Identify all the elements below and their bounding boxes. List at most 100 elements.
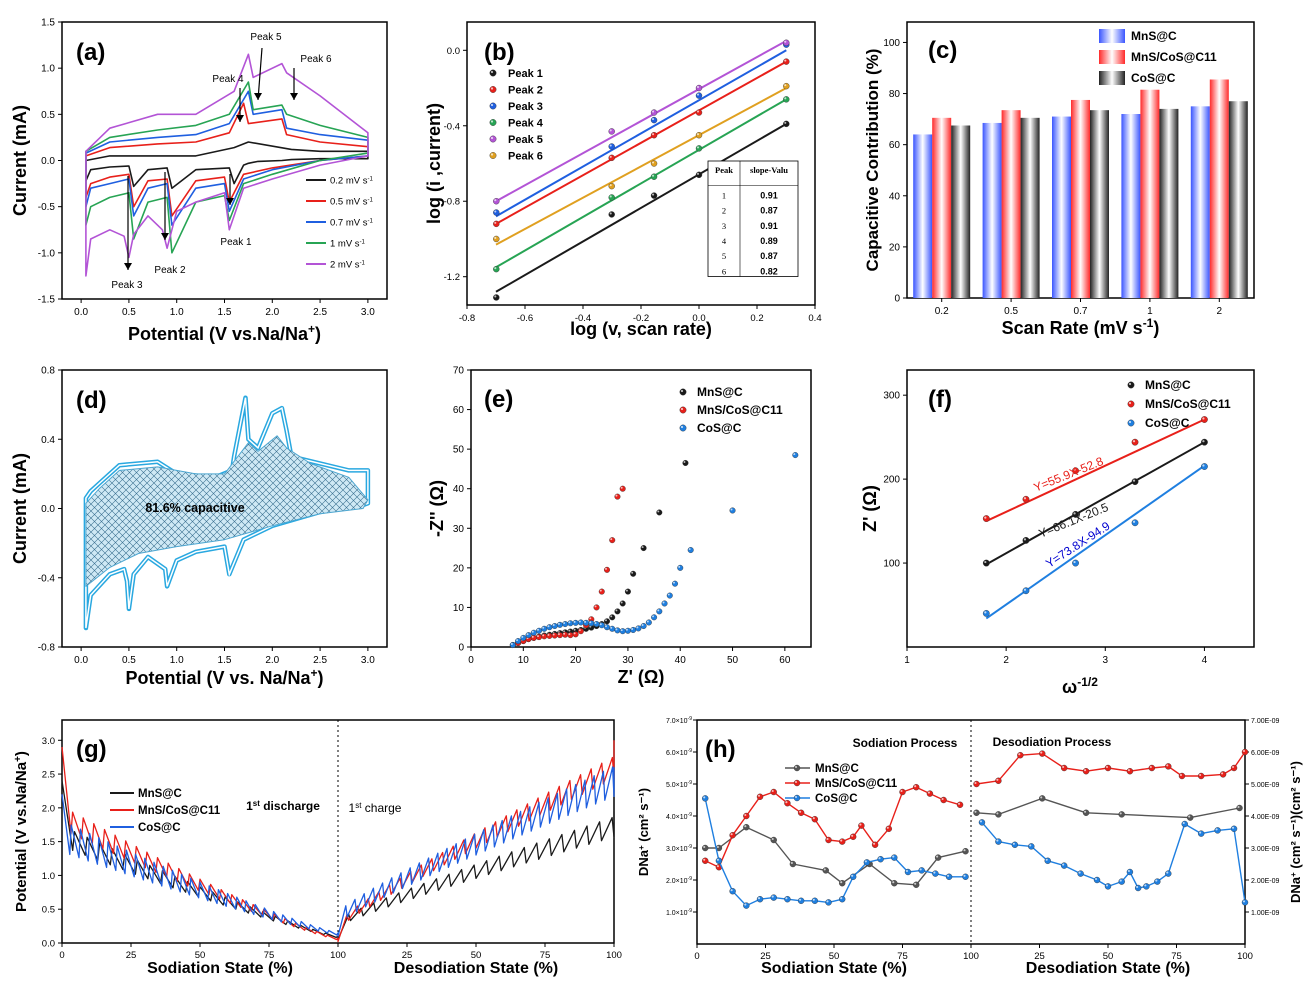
panel-h-point-CoS@C-highlight <box>1199 831 1202 834</box>
panel-g-legend-label: MnS@C <box>138 788 182 800</box>
panel-e-point-CoS@C-highlight <box>730 508 733 511</box>
panel-e-point-MnS/CoS@C11-highlight <box>531 635 534 638</box>
panel-g-y-tick-label: 1.0 <box>42 871 55 882</box>
panel-c-bar-MnS/CoS@C11 <box>932 117 952 298</box>
panel-h-point-MnS/CoS@C11 <box>1197 772 1205 780</box>
panel-c-bar-MnS@C <box>982 122 1002 298</box>
panel-e-point-MnS@C <box>630 570 637 577</box>
panel-h-point-CoS@C <box>918 867 925 874</box>
panel-b-x-tick-label: 0.2 <box>750 313 763 324</box>
panel-h-point-CoS@C <box>1126 868 1134 876</box>
panel-e-x-tick-label: 30 <box>622 655 634 666</box>
panel-e-point-MnS/CoS@C11-highlight <box>537 635 539 638</box>
panel-b-point-highlight <box>652 161 655 164</box>
panel-e-point-CoS@C <box>677 564 684 571</box>
panel-h-legend-label: MnS@C <box>815 763 859 775</box>
panel-g-ylabel: Potential (V vs.Na/Na+) <box>13 751 31 912</box>
panel-b-x-tick-label: -0.2 <box>633 313 649 324</box>
panel-e-point-CoS@C-highlight <box>578 620 581 623</box>
panel-a-x-tick-label: 2.0 <box>265 307 279 318</box>
panel-h-point-MnS@C <box>743 824 750 831</box>
panel-h-point-MnS/CoS@C11-highlight <box>974 781 977 785</box>
panel-e-point-MnS/CoS@C11 <box>598 588 605 595</box>
panel-b-table-cell: 0.87 <box>760 251 778 261</box>
panel-a-y-tick-label: 0.5 <box>41 110 55 121</box>
panel-h-point-CoS@C-highlight <box>851 874 854 877</box>
panel-h-point-CoS@C-highlight <box>1062 863 1065 866</box>
panel-b-point <box>783 96 790 103</box>
panel-h-point-CoS@C-highlight <box>878 857 881 860</box>
panel-g-x-tick-label: 25 <box>126 950 137 961</box>
panel-g-y-tick-label: 1.5 <box>42 837 55 848</box>
panel-c-xlabel: Scan Rate (mV s-1) <box>1002 316 1160 338</box>
panel-h-point-CoS@C <box>784 896 791 903</box>
panel-a-peak-6-label: Peak 6 <box>300 54 332 65</box>
panel-f-point-MnS@C <box>1201 438 1208 446</box>
panel-b-legend-label: Peak 3 <box>508 101 543 113</box>
panel-c-legend-swatch <box>1099 29 1125 43</box>
panel-h-point-MnS/CoS@C11-highlight <box>757 794 761 797</box>
panel-e-point-CoS@C <box>598 622 605 629</box>
panel-b-point-highlight <box>784 97 787 100</box>
panel-g-y-tick-label: 2.0 <box>42 803 55 814</box>
panel-f-legend-marker <box>1127 400 1135 408</box>
panel-f-frame <box>906 369 1255 648</box>
panel-h-point-MnS/CoS@C11-highlight <box>1242 749 1246 753</box>
panel-b-xlabel: log (v, scan rate) <box>570 319 712 339</box>
panel-h-point-MnS@C-highlight <box>936 855 939 858</box>
panel-h-point-MnS/CoS@C11 <box>973 780 980 788</box>
panel-h-point-MnS/CoS@C11 <box>811 816 819 823</box>
panel-h-point-MnS@C <box>891 880 898 887</box>
panel-h-y2-tick-label: 3.00E-09 <box>1251 846 1280 853</box>
panel-b-point-highlight <box>784 84 787 87</box>
panel-h-point-CoS@C <box>849 873 857 880</box>
panel-f-point-CoS@C-highlight <box>1202 464 1205 467</box>
panel-b-legend-marker-highlight <box>490 153 494 156</box>
panel-e-point-MnS@C-highlight <box>657 510 660 513</box>
panel-e-point-CoS@C <box>556 621 563 628</box>
panel-h-point-MnS/CoS@C11-highlight <box>744 813 747 817</box>
panel-e-legend-label: MnS/CoS@C11 <box>697 403 783 417</box>
panel-f-point-MnS@C-highlight <box>984 560 987 564</box>
panel-e-point-CoS@C-highlight <box>542 626 545 629</box>
panel-b-point <box>783 39 790 46</box>
panel-h-point-MnS/CoS@C11-highlight <box>886 826 889 829</box>
panel-a-peak-1-label: Peak 1 <box>220 237 252 248</box>
panel-e-x-tick-label: 10 <box>518 655 530 666</box>
panel-e-point-MnS/CoS@C11 <box>614 493 621 500</box>
panel-e-point-CoS@C-highlight <box>594 622 597 625</box>
panel-b-fitline <box>495 98 787 269</box>
panel-h-point-MnS@C-highlight <box>914 882 917 885</box>
panel-h-point-MnS@C-highlight <box>840 881 843 884</box>
panel-b-point-highlight <box>494 221 497 224</box>
panel-h-ylabel-left: DNa+ (cm² s⁻¹) <box>636 788 651 876</box>
panel-c-bar-CoS@C <box>951 125 971 298</box>
panel-h-point-MnS/CoS@C11 <box>702 857 709 864</box>
panel-h-point-CoS@C <box>1104 883 1112 890</box>
panel-g-legend-label: MnS/CoS@C11 <box>138 805 221 817</box>
panel-a-y-tick-label: -1.0 <box>38 248 56 259</box>
panel-h-point-MnS/CoS@C11 <box>940 796 947 804</box>
panel-b-point <box>695 109 703 116</box>
panel-c-legend-label: MnS/CoS@C11 <box>1131 50 1217 64</box>
panel-f-point-MnS/CoS@C11-highlight <box>1202 417 1205 420</box>
panel-e-point-CoS@C-highlight <box>610 626 613 629</box>
panel-e-legend-marker-highlight <box>680 389 684 393</box>
panel-f-fitline <box>985 441 1205 566</box>
panel-h-point-MnS@C-highlight <box>892 881 895 884</box>
panel-h-point-CoS@C-highlight <box>1144 884 1147 887</box>
panel-h-point-CoS@C <box>797 897 805 904</box>
panel-h-legend-label: MnS/CoS@C11 <box>815 778 898 790</box>
panel-e-x-tick-label: 0 <box>468 655 474 666</box>
panel-h-point-MnS/CoS@C11 <box>885 825 892 832</box>
panel-h-y-tick-label: 2.0×10-9 <box>666 876 692 885</box>
panel-f-point-MnS/CoS@C11 <box>1201 416 1208 423</box>
panel-f-point-MnS@C <box>1131 478 1139 486</box>
panel-e-frame <box>470 369 812 648</box>
panel-h-point-CoS@C-highlight <box>703 796 706 799</box>
panel-f-point-MnS@C-highlight <box>1202 440 1205 443</box>
panel-h-point-CoS@C-highlight <box>892 855 895 858</box>
panel-h-legend-marker-highlight <box>794 780 798 784</box>
panel-h-point-CoS@C-highlight <box>933 871 936 874</box>
panel-c-ylabel: Capacitive Contribution (%) <box>863 49 882 272</box>
